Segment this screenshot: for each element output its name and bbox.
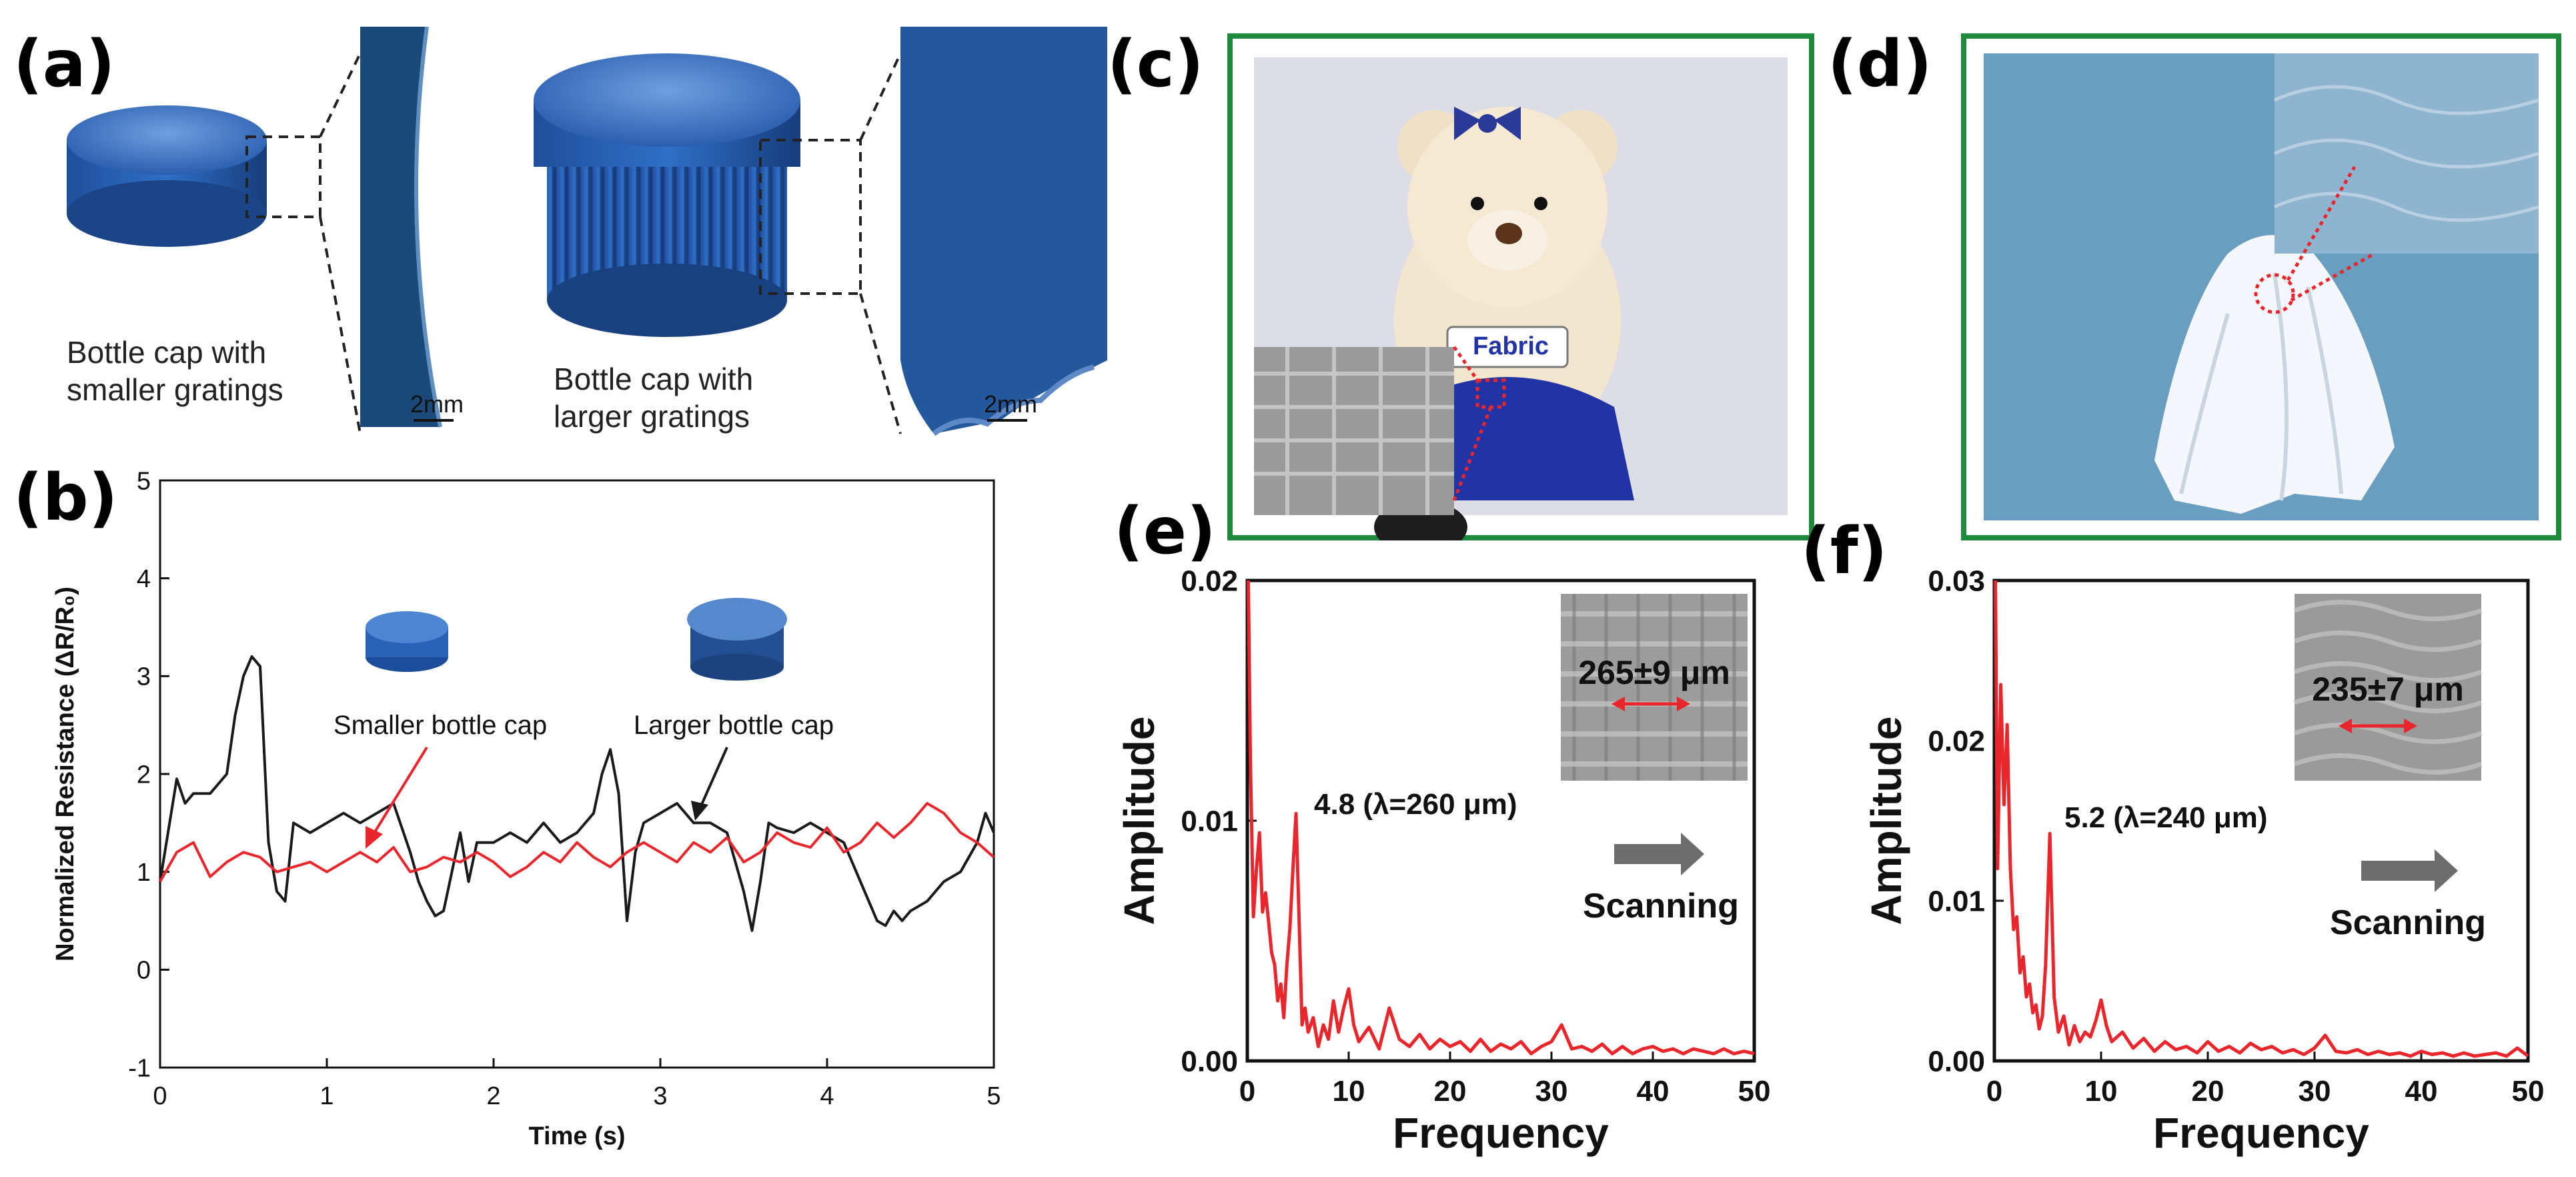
x-tick-label: 0 xyxy=(1986,1075,2002,1108)
bottle-caps-photo xyxy=(67,27,1107,436)
caption-large-cap: Bottle cap with larger gratings xyxy=(554,362,754,434)
y-axis-label: Amplitude xyxy=(1862,717,1910,925)
arrow-larger xyxy=(699,747,728,808)
fabric-tag-text: Fabric xyxy=(1472,332,1549,360)
y-tick-label: 1 xyxy=(137,859,151,887)
x-axis-label: Frequency xyxy=(1393,1109,1609,1157)
chart-e-fft: 0 10 20 30 40 50 0.00 0.01 0.02 Frequency Amplitud… xyxy=(1115,564,1771,1157)
scanning-label-e: Scanning xyxy=(1583,887,1739,925)
annot-smaller-cap: Smaller bottle cap xyxy=(334,711,547,740)
panel-label-d: (d) xyxy=(1828,27,1932,101)
panel-label-a: (a) xyxy=(13,27,115,101)
peak-annotation-f: 5.2 (λ=240 μm) xyxy=(2064,801,2268,834)
chart-f-fft: 0 10 20 30 40 50 0.00 0.01 0.02 0.03 Frequency Ampl… xyxy=(1862,564,2545,1157)
y-tick-label: 0.01 xyxy=(1928,885,1985,917)
y-tick-label: 0 xyxy=(137,957,151,985)
y-axis-label: Amplitude xyxy=(1115,717,1163,925)
panel-label-f: (f) xyxy=(1801,514,1888,588)
y-tick-label: 4 xyxy=(137,565,151,593)
x-tick-label: 50 xyxy=(1738,1075,1771,1108)
peak-annotation-e: 4.8 (λ=260 μm) xyxy=(1314,788,1517,821)
x-tick-label: 30 xyxy=(2299,1075,2331,1108)
x-tick-label: 5 xyxy=(987,1082,1001,1110)
inset-period-e: 265±9 μm xyxy=(1578,654,1730,691)
panel-label-c: (c) xyxy=(1107,27,1204,101)
sem-inset-f xyxy=(2295,594,2481,781)
zoom-box-small xyxy=(245,135,321,218)
y-tick-label: 0.02 xyxy=(1181,564,1238,597)
x-tick-label: 40 xyxy=(2405,1075,2438,1108)
y-tick-label: 0.03 xyxy=(1928,564,1985,597)
small-bottle-cap xyxy=(67,105,267,247)
large-bottle-cap xyxy=(534,53,800,337)
y-tick-label: 3 xyxy=(137,663,151,691)
annot-larger-cap: Larger bottle cap xyxy=(634,711,834,740)
zoom-box-large xyxy=(759,139,862,295)
series-line-fft-amplitude xyxy=(1247,580,1755,1056)
x-tick-label: 2 xyxy=(486,1082,500,1110)
x-tick-label: 3 xyxy=(653,1082,667,1110)
plot-area-b xyxy=(159,479,995,1069)
y-axis-label: Normalized Resistance (ΔR/R₀) xyxy=(51,586,79,961)
series-line-smaller-bottle-cap xyxy=(159,802,995,883)
cloth-photo-frame xyxy=(1961,33,2561,540)
zoom-image-small-gratings xyxy=(360,27,442,428)
x-tick-label: 4 xyxy=(820,1082,834,1110)
series-line-larger-bottle-cap xyxy=(159,655,995,932)
x-tick-label: 20 xyxy=(1434,1075,1467,1108)
x-tick-label: 10 xyxy=(2085,1075,2118,1108)
plot-area-f xyxy=(1992,578,2530,1063)
scale-text-right: 2mm xyxy=(984,390,1037,418)
scan-arrow-e xyxy=(1614,844,1681,864)
scale-text-left: 2mm xyxy=(410,390,464,418)
x-tick-label: 1 xyxy=(319,1082,334,1110)
arrow-smaller xyxy=(372,746,428,835)
x-tick-label: 0 xyxy=(1239,1075,1255,1108)
y-tick-label: 0.00 xyxy=(1181,1045,1238,1078)
y-tick-label: -1 xyxy=(128,1054,151,1082)
y-tick-label: 0.00 xyxy=(1928,1045,1985,1078)
panel-label-b: (b) xyxy=(13,460,118,535)
y-tick-label: 5 xyxy=(137,467,151,495)
x-axis-label: Time (s) xyxy=(528,1122,625,1150)
caption-small-cap: Bottle cap with smaller gratings xyxy=(67,335,283,407)
x-tick-label: 10 xyxy=(1333,1075,1365,1108)
x-tick-label: 30 xyxy=(1535,1075,1568,1108)
scanning-label-f: Scanning xyxy=(2330,903,2486,942)
x-tick-label: 20 xyxy=(2192,1075,2224,1108)
inset-period-f: 235±7 μm xyxy=(2312,671,2464,708)
sem-inset-e xyxy=(1561,594,1748,781)
x-tick-label: 0 xyxy=(153,1082,167,1110)
fabric-sem-inset-d xyxy=(2275,53,2539,254)
y-tick-label: 0.01 xyxy=(1181,805,1238,837)
x-tick-label: 50 xyxy=(2512,1075,2545,1108)
zoom-image-large-gratings xyxy=(900,27,1107,436)
series-line-fft-amplitude xyxy=(1994,580,2529,1058)
x-tick-label: 40 xyxy=(1637,1075,1670,1108)
panel-label-e: (e) xyxy=(1114,494,1216,568)
x-axis-label: Frequency xyxy=(2153,1109,2369,1157)
scan-arrow-f xyxy=(2361,861,2435,881)
y-tick-label: 0.02 xyxy=(1928,725,1985,757)
y-tick-label: 2 xyxy=(137,761,151,789)
teddy-bear-photo-frame xyxy=(1227,33,1814,540)
